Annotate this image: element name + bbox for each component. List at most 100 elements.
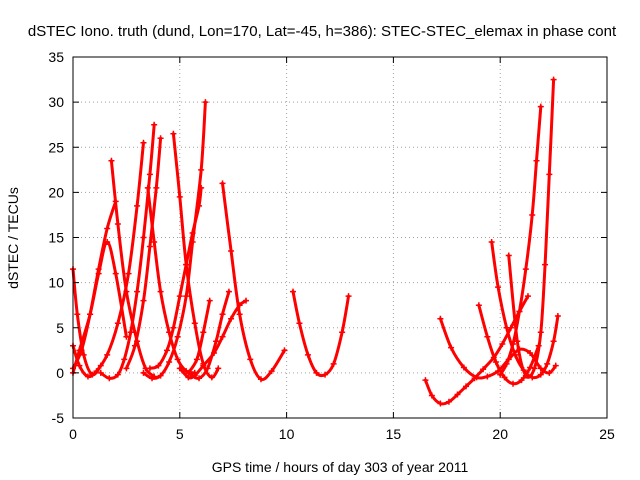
y-tick-label: 20: [48, 184, 64, 200]
series-9-point: [149, 375, 156, 382]
series-14-point: [219, 311, 226, 318]
series-22-point: [505, 252, 512, 259]
series-2-point: [104, 351, 111, 358]
series-17-point: [480, 366, 487, 373]
y-tick-label: -5: [52, 410, 65, 426]
series-20-point: [510, 380, 517, 387]
series-11-point: [208, 374, 215, 381]
series-9-point: [183, 293, 190, 300]
series-15-trace: [221, 181, 286, 382]
y-tick-label: 10: [48, 275, 64, 291]
series-18-point: [546, 369, 553, 376]
series-15-point: [228, 248, 235, 255]
series-21-point: [510, 340, 517, 347]
series-18-point: [448, 344, 455, 351]
series-16-point: [304, 351, 311, 358]
series-5-point: [114, 371, 121, 378]
series-18-point: [537, 365, 544, 372]
series-13-point: [200, 362, 207, 369]
series-16-trace: [291, 290, 350, 378]
series-15-point: [257, 376, 264, 383]
series-2-point: [140, 139, 147, 146]
series-8-point: [151, 239, 158, 246]
series-2-point: [125, 270, 132, 277]
series-9-point: [202, 99, 209, 106]
series-19-point: [512, 351, 519, 358]
series-14-point: [187, 371, 194, 378]
series-20-point: [527, 364, 534, 371]
series-7-trace: [124, 136, 163, 370]
series-20-point: [518, 377, 525, 384]
series-18-point: [527, 350, 534, 357]
series-17-point: [422, 377, 429, 384]
series-13-point: [228, 315, 235, 322]
series-20-point: [475, 302, 482, 309]
series-21-point: [537, 103, 544, 110]
series-22-point: [531, 365, 538, 372]
series-9-point: [166, 359, 173, 366]
series-10-point: [198, 184, 205, 191]
series-10-point: [176, 293, 183, 300]
series-17-point: [454, 391, 461, 398]
series-6-point: [108, 157, 115, 164]
series-7-point: [123, 365, 130, 372]
series-18-point: [552, 362, 559, 369]
series-10-point: [155, 362, 162, 369]
series-5-point: [151, 121, 158, 128]
series-2-point: [134, 202, 141, 209]
series-19-point: [503, 324, 510, 331]
series-22-point: [542, 261, 549, 268]
series-12-point: [200, 329, 207, 336]
series-7-point: [140, 297, 147, 304]
series-5-point: [121, 356, 128, 363]
series-19-point: [537, 371, 544, 378]
series-4-point: [104, 225, 111, 232]
series-14-point: [204, 365, 211, 372]
series-12-trace: [186, 299, 212, 375]
y-tick-label: 25: [48, 139, 64, 155]
series-17-point: [499, 340, 506, 347]
series-14-point: [225, 288, 232, 295]
series-3-point: [112, 270, 119, 277]
series-5-point: [146, 171, 153, 178]
series-4-trace: [71, 199, 118, 370]
series-18-point: [460, 364, 467, 371]
series-21-point: [516, 308, 523, 315]
series-14-point: [196, 375, 203, 382]
x-tick-label: 5: [176, 426, 184, 442]
series-16-point: [290, 288, 297, 295]
series-18-point: [484, 373, 491, 380]
x-tick-label: 25: [599, 426, 615, 442]
series-21-point: [529, 211, 536, 218]
series-18-trace: [438, 317, 558, 380]
series-20-trace: [477, 303, 541, 386]
series-14-point: [213, 338, 220, 345]
y-axis-label: dSTEC / TECUs: [5, 187, 21, 289]
series-7-point: [157, 135, 164, 142]
y-tick-label: 0: [56, 365, 64, 381]
series-7-point: [153, 184, 160, 191]
series-2-point: [84, 373, 91, 380]
y-tick-label: 5: [56, 320, 64, 336]
series-21-point: [533, 157, 540, 164]
series-19-point: [544, 360, 551, 367]
series-11-point: [170, 130, 177, 137]
series-15-point: [247, 356, 254, 363]
series-4-point: [78, 347, 85, 354]
series-11-point: [183, 261, 190, 268]
series-15-point: [281, 347, 288, 354]
series-9-point: [157, 372, 164, 379]
chart-title: dSTEC Iono. truth (dund, Lon=170, Lat=-4…: [28, 23, 617, 40]
series-9-point: [140, 369, 147, 376]
series-16-point: [330, 360, 337, 367]
series-5-point: [97, 369, 104, 376]
x-tick-label: 20: [492, 426, 508, 442]
series-16-point: [345, 293, 352, 300]
series-19-point: [495, 284, 502, 291]
series-8-point: [174, 356, 181, 363]
series-16-point: [322, 371, 329, 378]
series-10-point: [163, 347, 170, 354]
series-5-trace: [99, 123, 156, 380]
series-5-point: [127, 329, 134, 336]
